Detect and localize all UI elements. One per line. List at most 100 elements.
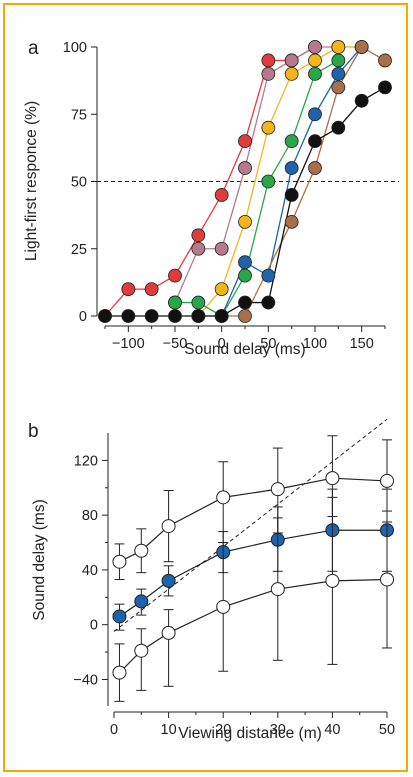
chart-a-series-0-point xyxy=(121,282,136,297)
chart-b-series-0-point xyxy=(325,471,340,486)
chart-a-series-0-point xyxy=(168,268,182,283)
chart-a-x-tick-label: −50 xyxy=(163,336,188,352)
chart-a-series-2-point xyxy=(261,120,276,135)
chart-a-y-tick-label: 100 xyxy=(63,40,87,56)
chart-a-series-1-point xyxy=(308,40,322,54)
chart-a-series-4-point xyxy=(331,67,346,81)
chart-b-y-tick-label: 80 xyxy=(82,508,98,524)
chart-b-series-2-point xyxy=(270,582,285,597)
chart-a-series-6-point xyxy=(144,309,159,323)
chart-b-series-1-line xyxy=(119,529,387,617)
chart-b-series-2-point xyxy=(380,572,394,587)
chart-b-x-axis-label: Viewing distance (m) xyxy=(178,725,322,742)
chart-a-series-6-point xyxy=(214,309,229,323)
chart-a-series-1-point xyxy=(191,241,206,256)
chart-a-series-1-point xyxy=(284,53,299,68)
chart-a-series-3-point xyxy=(168,295,182,310)
chart-b-x-tick-label: 40 xyxy=(324,722,340,738)
chart-b-series-0-line xyxy=(119,477,388,563)
chart-a-x-tick-label: −100 xyxy=(112,336,145,352)
chart-a-series-6-point xyxy=(168,309,182,323)
chart-a-series-6-point xyxy=(191,309,206,323)
chart-a-series-6-point xyxy=(121,309,136,323)
chart-a-series-4-point xyxy=(238,255,252,270)
chart-a-series-0-point xyxy=(238,134,252,149)
chart-a-series-5-point xyxy=(308,161,322,175)
chart-a-series-6-point xyxy=(354,93,369,108)
chart-a-series-0-point xyxy=(214,188,229,202)
chart-a-series-6-point xyxy=(98,309,112,323)
chart-b-series-2-point xyxy=(112,665,127,680)
chart-a-series-2-point xyxy=(238,214,252,229)
chart-a-series-0-point xyxy=(144,282,159,297)
chart-b-y-tick-label: 40 xyxy=(82,563,98,579)
chart-b-y-axis-label: Sound delay (ms) xyxy=(31,499,48,620)
chart-b-x-tick-label: 10 xyxy=(161,722,177,738)
chart-a-x-tick-label: 100 xyxy=(303,336,327,352)
chart-a-series-5-point xyxy=(284,214,299,229)
chart-b-y-tick-label: 120 xyxy=(74,453,98,469)
chart-a-series-4-point xyxy=(308,107,322,122)
figure-border xyxy=(3,3,408,772)
chart-a-series-6-point xyxy=(331,120,346,135)
chart-b-x-tick-label: 50 xyxy=(379,722,395,738)
chart-a-series-6-point xyxy=(261,295,276,310)
chart-a-series-5-point xyxy=(331,80,346,95)
chart-a-series-1-point xyxy=(261,67,276,81)
chart-a-series-6-point xyxy=(378,80,392,95)
chart-a-series-2-point xyxy=(284,67,299,81)
chart-a-series-0-point xyxy=(191,228,206,243)
chart-b-series-0-point xyxy=(161,519,176,534)
chart-b-series-2-point xyxy=(216,599,231,614)
chart-a-series-3-point xyxy=(331,53,346,68)
chart-a-series-4-point xyxy=(261,268,276,283)
chart-a-series-3-point xyxy=(238,268,252,283)
chart-a-x-axis-label: Sound delay (ms) xyxy=(184,341,305,358)
chart-b-series-0-point xyxy=(112,554,127,569)
chart-b-series-2-point xyxy=(134,643,149,658)
chart-a-y-tick-label: 25 xyxy=(71,242,87,258)
chart-a-series-1-point xyxy=(214,241,229,256)
chart-b-series-1-point xyxy=(112,609,127,624)
chart-a-series-5-point xyxy=(238,309,252,323)
chart-b-series-2-line xyxy=(119,578,388,674)
chart-b-x-tick-label: 0 xyxy=(110,722,118,738)
chart-a-y-tick-label: 50 xyxy=(71,175,87,191)
chart-a-series-4-point xyxy=(284,161,299,175)
chart-b-series-2-point xyxy=(161,625,176,640)
chart-b-x-tick-label: 30 xyxy=(270,722,286,738)
chart-a-y-tick-label: 75 xyxy=(71,107,87,123)
chart-a-x-tick-label: 50 xyxy=(260,336,276,352)
chart-a-series-6-point xyxy=(238,295,252,310)
chart-a-series-5-point xyxy=(378,53,392,68)
chart-b-series-0-point xyxy=(270,482,285,497)
chart-a-series-3-point xyxy=(261,174,276,189)
chart-a-series-0-line xyxy=(104,46,316,317)
chart-a-series-0-point xyxy=(261,53,276,68)
chart-a-x-tick-label: 0 xyxy=(218,336,226,352)
chart-b-series-0-point xyxy=(216,490,231,505)
chart-a-series-6-point xyxy=(308,134,322,149)
chart-b-series-0-point xyxy=(380,473,394,488)
chart-b-reference-line xyxy=(113,418,388,632)
chart-b-series-1-point xyxy=(134,594,149,609)
chart-b-x-tick-label: 20 xyxy=(215,722,231,738)
chart-b-panel-letter: b xyxy=(28,421,39,442)
chart-b-series-1-point xyxy=(161,573,176,588)
chart-a-series-2-point xyxy=(308,53,322,68)
chart-a-series-1-point xyxy=(238,161,252,175)
chart-b-y-tick-label: −40 xyxy=(73,672,98,688)
chart-a-series-6-point xyxy=(284,188,299,202)
chart-a-series-3-point xyxy=(191,295,206,310)
chart-a-y-axis-label: Light-first responce (%) xyxy=(23,101,40,261)
chart-a-y-tick-label: 0 xyxy=(79,309,87,325)
chart-a-x-tick-label: 150 xyxy=(350,336,374,352)
chart-b-y-tick-label: 0 xyxy=(90,618,98,634)
chart-a-panel-letter: a xyxy=(28,38,39,59)
chart-b-series-0-point xyxy=(134,543,149,558)
chart-a-series-2-point xyxy=(214,282,229,297)
chart-a-series-3-point xyxy=(308,67,322,81)
chart-a-series-3-point xyxy=(284,134,299,149)
chart-a-series-2-point xyxy=(331,40,346,54)
